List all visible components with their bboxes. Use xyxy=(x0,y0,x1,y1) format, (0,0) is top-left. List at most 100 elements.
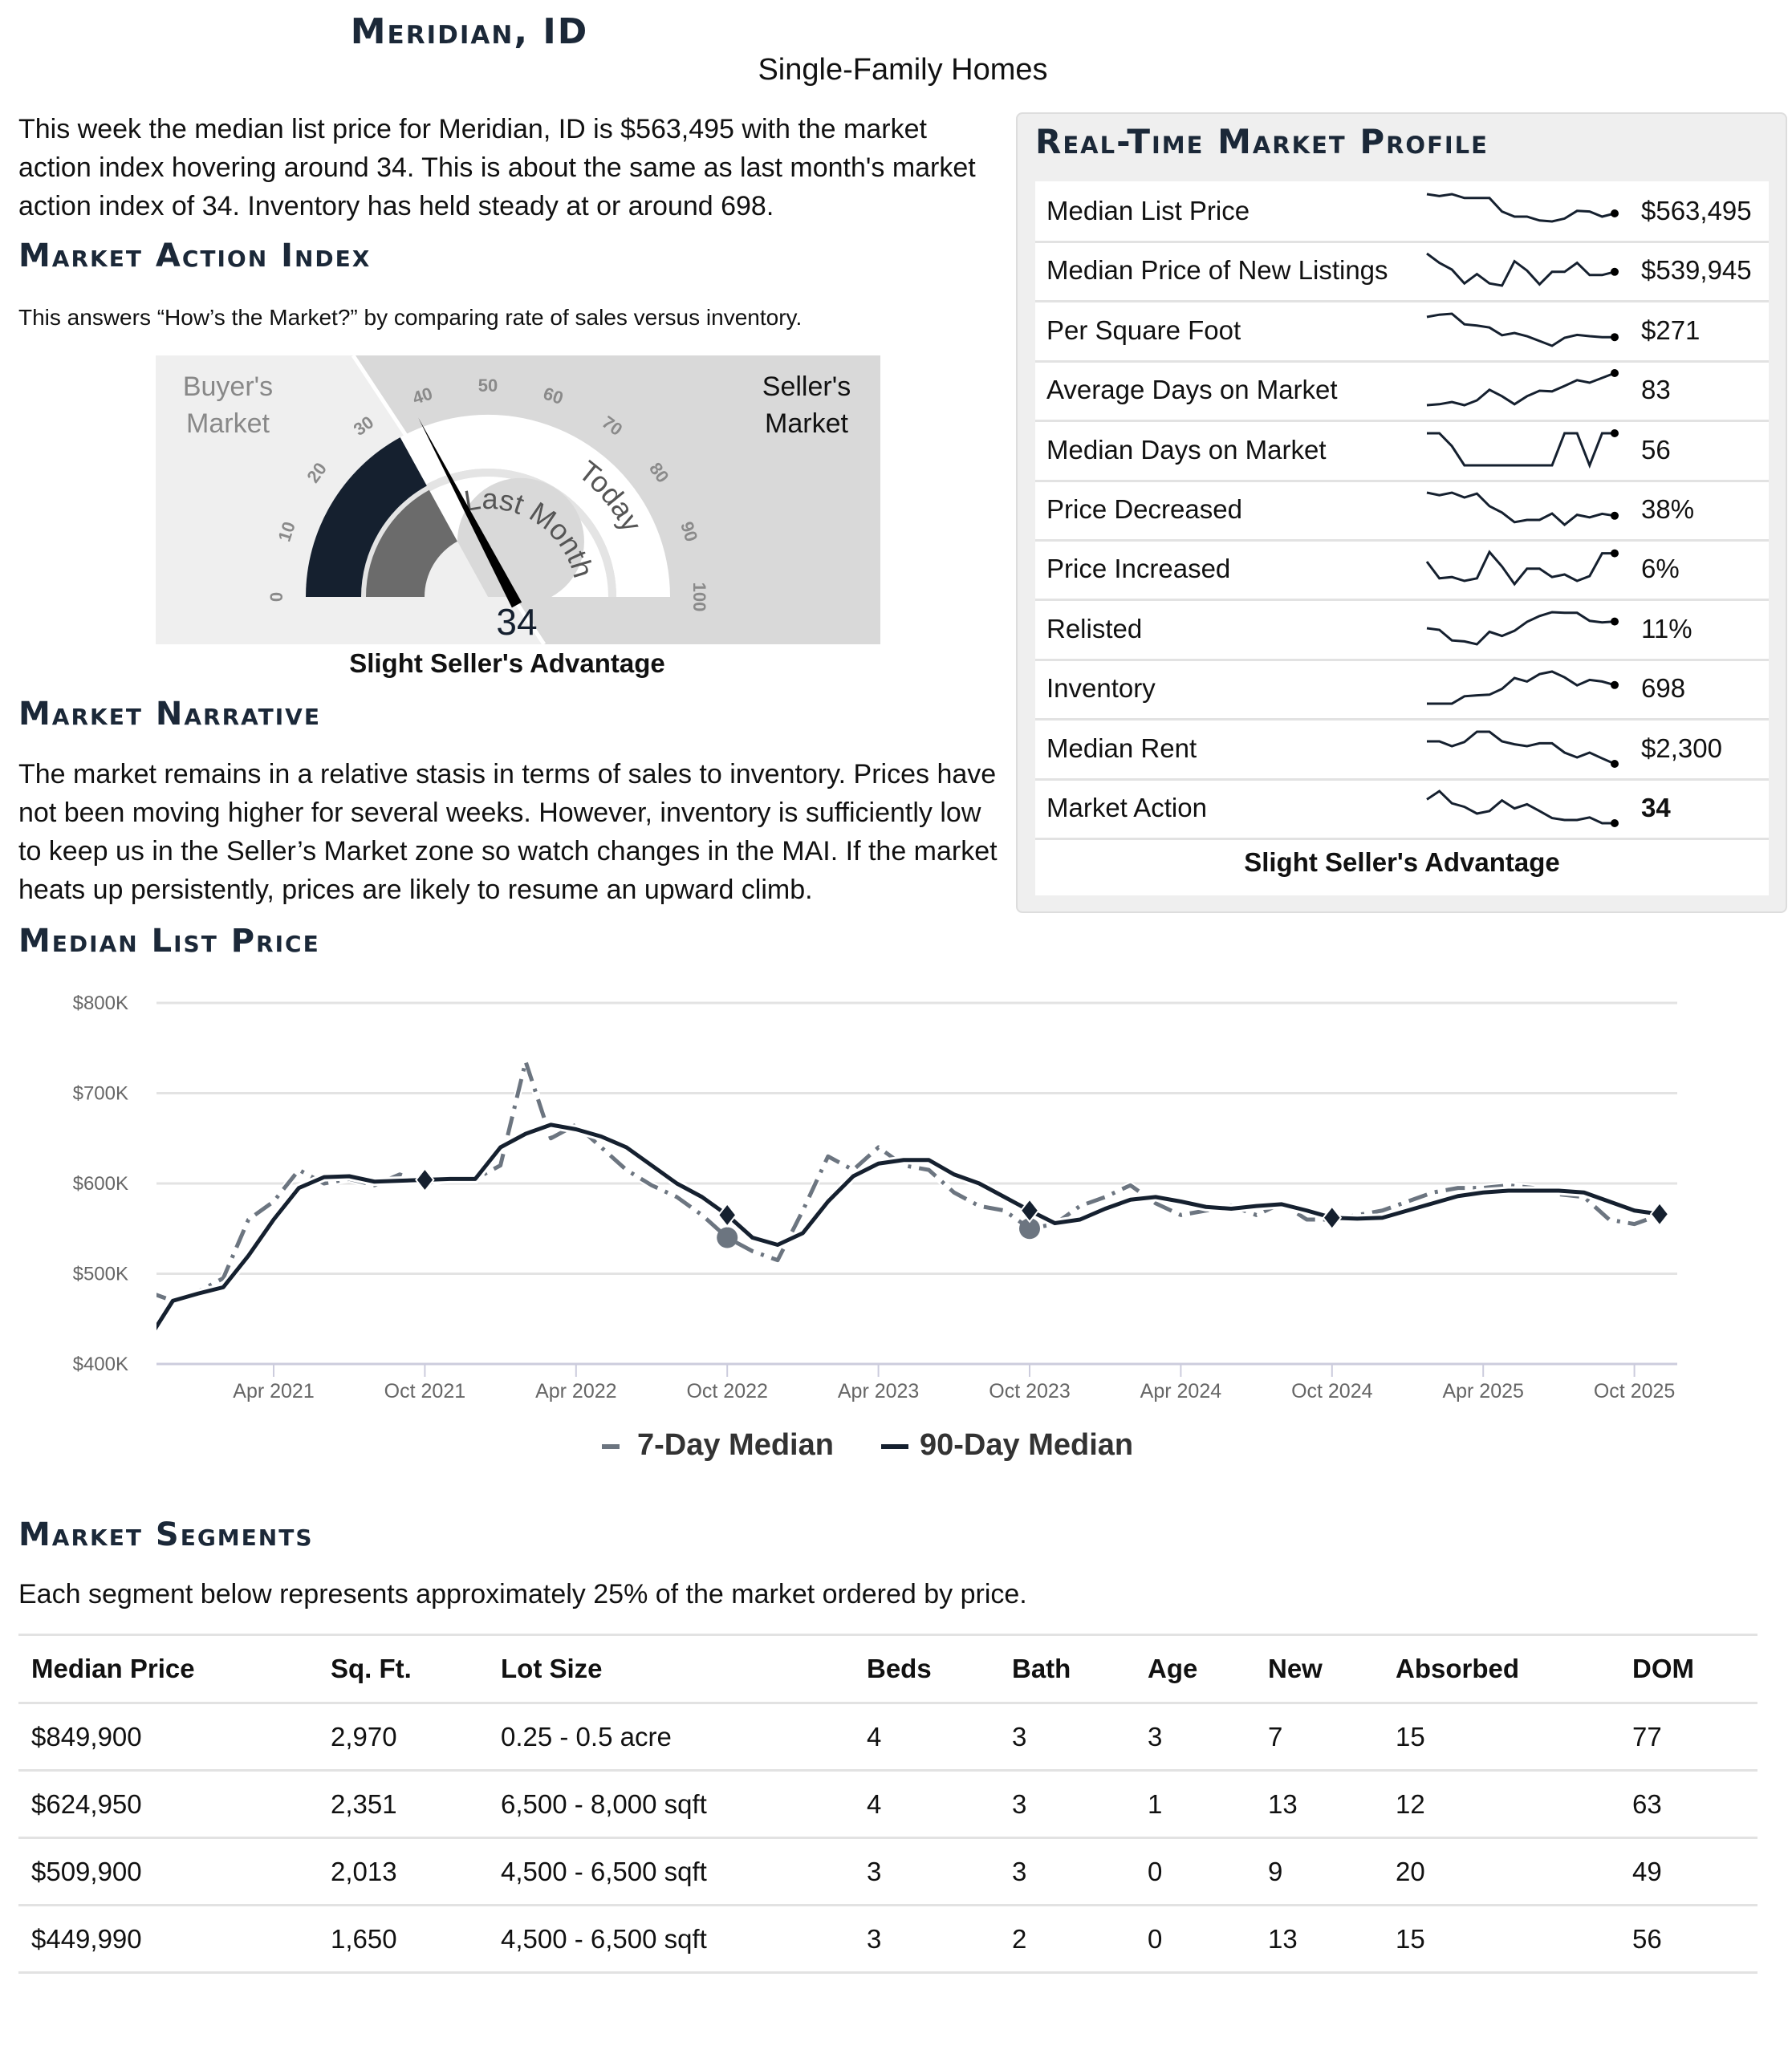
profile-row: Median Days on Market 56 xyxy=(1035,420,1769,482)
sparkline xyxy=(1426,369,1619,407)
legend-swatch-7-day xyxy=(602,1443,620,1449)
table-row: $849,900 2,970 0.25 - 0.5 acre 4 3 3 7 15 77 xyxy=(18,1703,1757,1772)
sellers-market-label-1: Seller's xyxy=(762,371,851,402)
table-cell: 13 xyxy=(1255,1770,1383,1839)
x-tick-label: Apr 2025 xyxy=(1442,1380,1523,1402)
table-cell: 2,970 xyxy=(318,1703,488,1772)
sparkline-end-dot xyxy=(1611,680,1619,689)
sparkline-line xyxy=(1426,491,1615,526)
table-cell: 6,500 - 8,000 sqft xyxy=(488,1770,854,1839)
profile-row: Median Rent $2,300 xyxy=(1035,719,1769,781)
profile-row-label: Per Square Foot xyxy=(1046,315,1241,345)
profile-row-value: 56 xyxy=(1641,434,1671,465)
narrative-heading: Market Narrative xyxy=(18,696,321,733)
sparkline-end-dot xyxy=(1611,617,1619,626)
table-cell: 2,351 xyxy=(318,1770,488,1839)
table-row: $624,950 2,351 6,500 - 8,000 sqft 4 3 1 13 12 63 xyxy=(18,1770,1757,1839)
narrative-paragraph: The market remains in a relative stasis … xyxy=(18,759,998,905)
profile-row-value: 698 xyxy=(1641,673,1686,704)
legend-90-day[interactable]: 90-Day Median xyxy=(881,1428,1133,1463)
marker-90-day[interactable] xyxy=(717,1202,738,1228)
x-tick-label: Apr 2022 xyxy=(535,1380,616,1402)
sparkline-line xyxy=(1426,193,1615,223)
sparkline-line xyxy=(1427,730,1615,765)
x-tick-label: Oct 2021 xyxy=(384,1380,465,1402)
last-month-fill xyxy=(366,489,457,597)
page-title: Meridian, ID xyxy=(350,11,589,52)
table-cell: $449,990 xyxy=(18,1905,318,1974)
profile-row-label: Median Days on Market xyxy=(1046,434,1327,465)
sparkline xyxy=(1426,253,1619,288)
y-tick-label: $400K xyxy=(73,1354,128,1375)
sparkline-line xyxy=(1426,371,1615,407)
marker-90-day[interactable] xyxy=(1649,1201,1670,1227)
table-cell: 15 xyxy=(1383,1703,1619,1772)
sparkline xyxy=(1426,611,1619,646)
sparkline xyxy=(1426,790,1619,827)
table-cell: $624,950 xyxy=(18,1770,318,1839)
profile-row-value: $2,300 xyxy=(1641,733,1722,763)
table-cell: 56 xyxy=(1619,1905,1757,1974)
table-cell: 9 xyxy=(1255,1837,1383,1906)
sparkline-end-dot xyxy=(1611,511,1619,520)
table-cell: 49 xyxy=(1619,1837,1757,1906)
sparkline-end-dot xyxy=(1611,549,1619,558)
gauge-tick-label: 50 xyxy=(478,375,498,396)
marker-7-day[interactable] xyxy=(717,1227,738,1248)
sparkline xyxy=(1426,312,1619,347)
sparkline xyxy=(1426,491,1619,526)
x-tick-label: Oct 2023 xyxy=(989,1380,1070,1402)
x-tick-label: Apr 2024 xyxy=(1140,1380,1222,1402)
sparkline xyxy=(1427,730,1619,768)
gauge-status: Slight Seller's Advantage xyxy=(349,648,665,678)
marker-7-day[interactable] xyxy=(1019,1218,1040,1240)
intro-paragraph: This week the median list price for Meri… xyxy=(18,114,976,221)
profile-row-value: $563,495 xyxy=(1641,196,1752,225)
table-cell: 20 xyxy=(1383,1837,1619,1906)
marker-90-day[interactable] xyxy=(1019,1198,1040,1224)
table-cell: $509,900 xyxy=(18,1837,318,1906)
sparkline xyxy=(1427,670,1619,705)
column-header: Age xyxy=(1135,1634,1255,1704)
sparkline-line xyxy=(1427,432,1615,469)
table-cell: 12 xyxy=(1383,1770,1619,1839)
series-90-day-median xyxy=(156,1122,1660,1331)
sparkline-end-dot xyxy=(1611,209,1619,217)
table-cell: 3 xyxy=(999,1703,1135,1772)
gauge-tick-label: 0 xyxy=(266,592,286,602)
x-tick-label: Oct 2025 xyxy=(1594,1380,1675,1402)
table-cell: 1,650 xyxy=(318,1905,488,1974)
today-fill xyxy=(306,437,427,597)
table-cell: 2,013 xyxy=(318,1837,488,1906)
table-header-row: Median Price Sq. Ft. Lot Size Beds Bath Age Ne… xyxy=(18,1634,1757,1704)
gauge-needle xyxy=(418,417,522,608)
legend-7-day[interactable]: 7-Day Median xyxy=(602,1428,834,1463)
x-tick-label: Oct 2022 xyxy=(686,1380,767,1402)
sparkline-line xyxy=(1426,253,1615,288)
column-header: Absorbed xyxy=(1383,1634,1619,1704)
sparkline xyxy=(1426,193,1619,223)
table-row: $449,990 1,650 4,500 - 6,500 sqft 3 2 0 13 15 56 xyxy=(18,1905,1757,1974)
sparkline-end-dot xyxy=(1611,819,1619,827)
sparkline-line xyxy=(1426,790,1615,825)
sparkline-end-dot xyxy=(1611,428,1619,437)
profile-row-label: Inventory xyxy=(1046,673,1156,704)
segments-caption: Each segment below represents approximat… xyxy=(18,1579,1027,1610)
table-cell: 3 xyxy=(854,1837,999,1906)
profile-title: Real-Time Market Profile xyxy=(1035,122,1489,161)
profile-row: Relisted 11% xyxy=(1035,599,1769,661)
marker-90-day[interactable] xyxy=(1322,1205,1343,1231)
table-cell: 3 xyxy=(999,1770,1135,1839)
table-cell: 0 xyxy=(1135,1905,1255,1974)
column-header: New xyxy=(1255,1634,1383,1704)
column-header: Lot Size xyxy=(488,1634,854,1704)
marker-90-day[interactable] xyxy=(415,1167,435,1193)
table-cell: 63 xyxy=(1619,1770,1757,1839)
sellers-market-label-2: Market xyxy=(765,408,848,439)
sparkline-end-dot xyxy=(1611,759,1619,768)
profile-status: Slight Seller's Advantage xyxy=(1244,847,1560,877)
mai-heading: Market Action Index xyxy=(18,237,372,274)
profile-table: Median List Price $563,495 Median Price o… xyxy=(1035,181,1769,895)
